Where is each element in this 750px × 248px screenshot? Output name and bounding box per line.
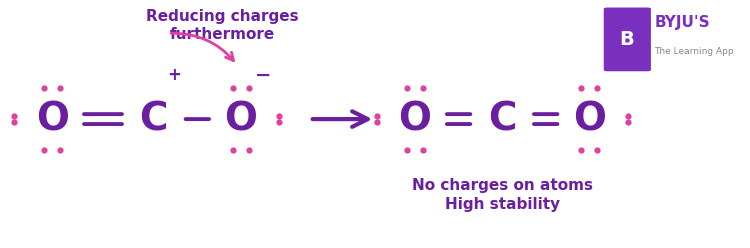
Text: C: C <box>488 100 517 138</box>
Text: Reducing charges
furthermore: Reducing charges furthermore <box>146 9 299 42</box>
Text: O: O <box>398 100 431 138</box>
Text: O: O <box>224 100 257 138</box>
Text: No charges on atoms
High stability: No charges on atoms High stability <box>412 178 592 212</box>
Text: The Learning App: The Learning App <box>655 47 734 56</box>
Text: B: B <box>620 30 634 49</box>
Text: BYJU'S: BYJU'S <box>655 15 710 30</box>
Text: O: O <box>573 100 606 138</box>
Text: O: O <box>36 100 69 138</box>
Text: −: − <box>254 65 271 85</box>
FancyBboxPatch shape <box>604 7 651 71</box>
Text: +: + <box>167 66 181 84</box>
Text: C: C <box>140 100 168 138</box>
